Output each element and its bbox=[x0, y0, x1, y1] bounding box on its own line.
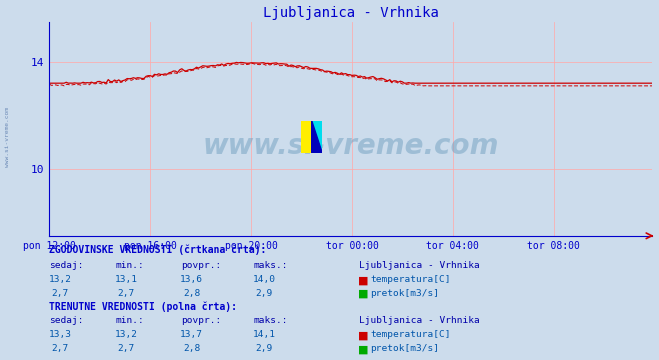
Text: ■: ■ bbox=[358, 344, 368, 354]
Text: sedaj:: sedaj: bbox=[49, 261, 84, 270]
Text: 13,2: 13,2 bbox=[115, 330, 137, 339]
Title: Ljubljanica - Vrhnika: Ljubljanica - Vrhnika bbox=[263, 6, 439, 21]
Text: povpr.:: povpr.: bbox=[181, 316, 221, 325]
Text: 2,7: 2,7 bbox=[117, 289, 134, 298]
Text: 2,7: 2,7 bbox=[51, 344, 69, 353]
Text: min.:: min.: bbox=[115, 261, 144, 270]
Text: 14,1: 14,1 bbox=[253, 330, 275, 339]
Text: ZGODOVINSKE VREDNOSTI (črtkana črta):: ZGODOVINSKE VREDNOSTI (črtkana črta): bbox=[49, 245, 267, 255]
Text: 2,7: 2,7 bbox=[117, 344, 134, 353]
Text: pretok[m3/s]: pretok[m3/s] bbox=[370, 289, 440, 298]
Text: Ljubljanica - Vrhnika: Ljubljanica - Vrhnika bbox=[359, 316, 480, 325]
Text: 2,9: 2,9 bbox=[256, 289, 273, 298]
Text: ■: ■ bbox=[358, 289, 368, 299]
Text: 13,7: 13,7 bbox=[181, 330, 203, 339]
Text: sedaj:: sedaj: bbox=[49, 316, 84, 325]
Text: maks.:: maks.: bbox=[254, 261, 288, 270]
Text: ■: ■ bbox=[358, 330, 368, 341]
Text: 13,6: 13,6 bbox=[181, 275, 203, 284]
Text: 2,8: 2,8 bbox=[183, 289, 200, 298]
Text: 13,3: 13,3 bbox=[49, 330, 71, 339]
Text: ■: ■ bbox=[358, 275, 368, 285]
Text: 14,0: 14,0 bbox=[253, 275, 275, 284]
Text: 13,2: 13,2 bbox=[49, 275, 71, 284]
Text: temperatura[C]: temperatura[C] bbox=[370, 330, 451, 339]
Text: pretok[m3/s]: pretok[m3/s] bbox=[370, 344, 440, 353]
Polygon shape bbox=[312, 121, 322, 153]
Text: maks.:: maks.: bbox=[254, 316, 288, 325]
Text: povpr.:: povpr.: bbox=[181, 261, 221, 270]
Text: 13,1: 13,1 bbox=[115, 275, 137, 284]
Text: www.si-vreme.com: www.si-vreme.com bbox=[203, 132, 499, 160]
Text: 2,7: 2,7 bbox=[51, 289, 69, 298]
Text: 2,8: 2,8 bbox=[183, 344, 200, 353]
Text: min.:: min.: bbox=[115, 316, 144, 325]
Text: 2,9: 2,9 bbox=[256, 344, 273, 353]
Polygon shape bbox=[312, 121, 322, 153]
Text: TRENUTNE VREDNOSTI (polna črta):: TRENUTNE VREDNOSTI (polna črta): bbox=[49, 302, 237, 312]
Text: temperatura[C]: temperatura[C] bbox=[370, 275, 451, 284]
Text: www.si-vreme.com: www.si-vreme.com bbox=[5, 107, 11, 167]
Text: Ljubljanica - Vrhnika: Ljubljanica - Vrhnika bbox=[359, 261, 480, 270]
Bar bbox=[301, 121, 312, 153]
